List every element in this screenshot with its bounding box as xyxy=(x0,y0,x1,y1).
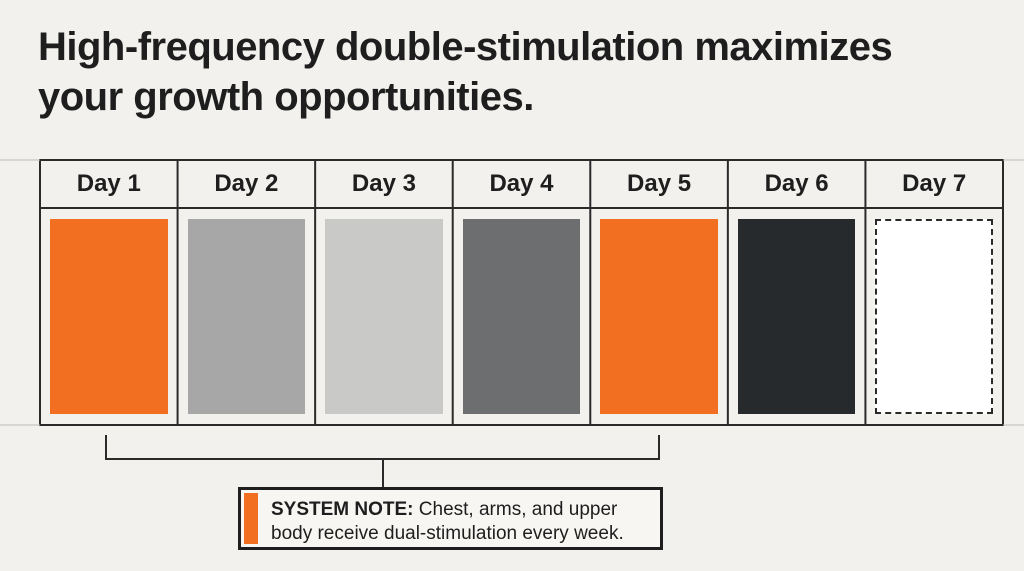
bracket xyxy=(105,435,660,487)
day-header: Day 3 xyxy=(351,170,416,197)
workout-block: Back & Biceps xyxy=(187,219,306,414)
day-header: Day 6 xyxy=(764,170,829,197)
note-label: SYSTEM NOTE: xyxy=(271,499,414,520)
day-header: Day 2 xyxy=(214,170,279,197)
system-note: SYSTEM NOTE: Chest, arms, and upper body… xyxy=(238,487,663,550)
workout-block: Shoulders & Triceps xyxy=(462,219,581,414)
workout-block: Chest & Triceps xyxy=(50,219,168,414)
workout-block: Abs & Forearms xyxy=(325,219,443,414)
day-header: Day 7 xyxy=(902,170,967,197)
title: High-frequency double-stimulation maximi… xyxy=(38,25,893,119)
table-border xyxy=(39,159,1004,426)
note-body: Chest, arms, and upper body receive dual… xyxy=(271,499,624,544)
workout-block: Legs (Quads, Hams, Calves) xyxy=(737,219,856,414)
note-accent xyxy=(244,493,258,544)
day-header: Day 5 xyxy=(627,170,692,197)
day-header: Day 1 xyxy=(76,170,141,197)
workout-block: Active Recovery xyxy=(875,219,993,414)
note-text: SYSTEM NOTE: Chest, arms, and upper body… xyxy=(271,498,651,546)
workout-block: Chest & Biceps xyxy=(600,219,718,414)
day-header: Day 4 xyxy=(489,170,554,197)
